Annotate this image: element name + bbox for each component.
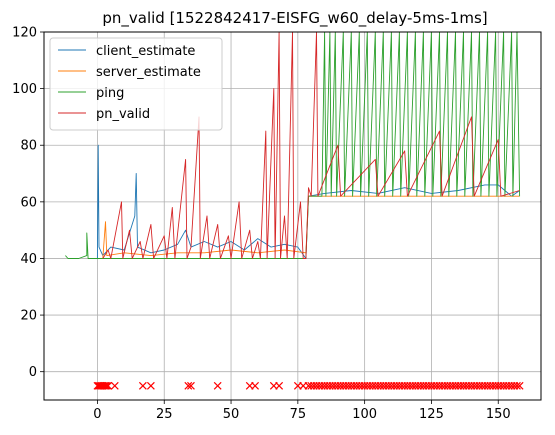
x-marker-stroke [251, 381, 260, 390]
x-tick-label: 0 [93, 407, 101, 422]
x-marker-point [213, 381, 222, 390]
y-tick-label: 20 [20, 309, 37, 324]
chart-title: pn_valid [1522842417-EISFG_w60_delay-5ms… [102, 9, 487, 28]
x-marker-point [101, 381, 110, 390]
x-marker-point [146, 381, 155, 390]
y-tick-label: 0 [29, 365, 37, 380]
x-marker-point [184, 381, 193, 390]
x-marker-stroke [184, 381, 193, 390]
x-marker-stroke [101, 381, 110, 390]
legend-box [49, 37, 223, 131]
x-tick-label: 75 [290, 407, 307, 422]
plot-series [65, 32, 524, 390]
x-marker-stroke [275, 381, 284, 390]
x-tick-label: 125 [419, 407, 444, 422]
x-marker-point [515, 381, 524, 390]
legend-label: client_estimate [96, 44, 195, 59]
axis-ticks: 0 25 50 75 100 125 150 0 20 40 60 80 100 120 [12, 26, 510, 423]
x-marker-point [275, 381, 284, 390]
x-marker-point [251, 381, 260, 390]
x-marker-stroke [513, 381, 521, 390]
x-marker-point [102, 381, 111, 390]
x-marker-stroke [146, 381, 155, 390]
x-tick-label: 50 [223, 407, 240, 422]
y-tick-label: 120 [12, 26, 37, 41]
x-tick-label: 100 [352, 407, 377, 422]
y-tick-label: 60 [20, 195, 37, 210]
legend-label: pn_valid [96, 107, 150, 122]
legend-label: ping [96, 86, 124, 101]
x-marker-point [513, 381, 521, 390]
x-marker-point [104, 381, 113, 390]
x-marker-point [187, 381, 195, 390]
x-marker-stroke [102, 381, 111, 390]
series-line-pn-valid [102, 32, 520, 259]
x-marker-stroke [110, 381, 119, 390]
x-marker-point [138, 381, 147, 390]
x-tick-label: 150 [486, 407, 511, 422]
y-tick-label: 100 [12, 82, 37, 97]
series-line-server-estimate [102, 195, 520, 259]
legend-label: server_estimate [96, 65, 201, 80]
series-group [65, 32, 524, 390]
x-marker-stroke [187, 381, 195, 390]
y-tick-label: 80 [20, 139, 37, 154]
y-tick-label: 40 [20, 252, 37, 267]
plot-frame [43, 31, 542, 401]
x-marker-stroke [213, 381, 222, 390]
x-marker-stroke [515, 381, 524, 390]
x-marker-point [110, 381, 119, 390]
x-marker-stroke [138, 381, 147, 390]
x-tick-label: 25 [156, 407, 173, 422]
x-marker-stroke [104, 381, 113, 390]
